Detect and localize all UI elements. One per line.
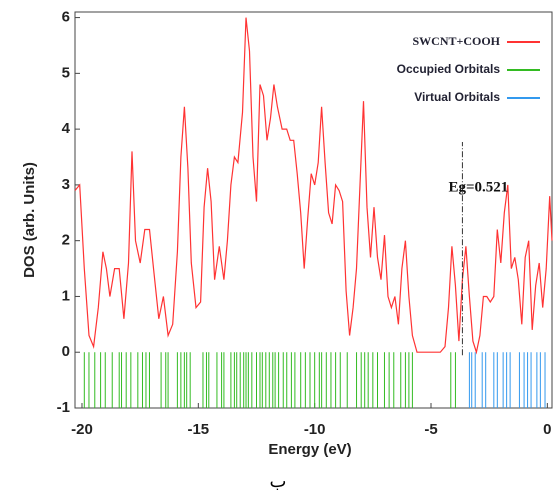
dos-line (74, 17, 553, 355)
x-tick-label: -20 (71, 421, 93, 438)
y-axis-title: DOS (arb. Units) (21, 162, 38, 278)
legend-label: Virtual Orbitals (414, 90, 500, 104)
y-tick-label: 4 (62, 120, 71, 137)
legend-label: SWCNT+COOH (412, 34, 500, 48)
x-tick-label: 0 (543, 421, 551, 438)
y-tick-label: 1 (62, 287, 70, 304)
y-tick-label: 6 (62, 9, 70, 26)
y-tick-label: 2 (62, 232, 70, 249)
x-tick-label: -5 (424, 421, 437, 438)
x-tick-label: -10 (304, 421, 326, 438)
y-tick-label: 0 (62, 343, 70, 360)
y-tick-label: -1 (57, 399, 70, 416)
gap-annotation: Eg=0.521 (449, 179, 509, 195)
plot-frame (74, 11, 553, 409)
y-tick-label: 3 (62, 176, 70, 193)
y-tick-label: 5 (62, 64, 70, 81)
x-axis-title: Energy (eV) (268, 441, 351, 458)
caption: ب (270, 471, 287, 491)
legend-label: Occupied Orbitals (397, 62, 501, 76)
x-tick-label: -15 (187, 421, 209, 438)
